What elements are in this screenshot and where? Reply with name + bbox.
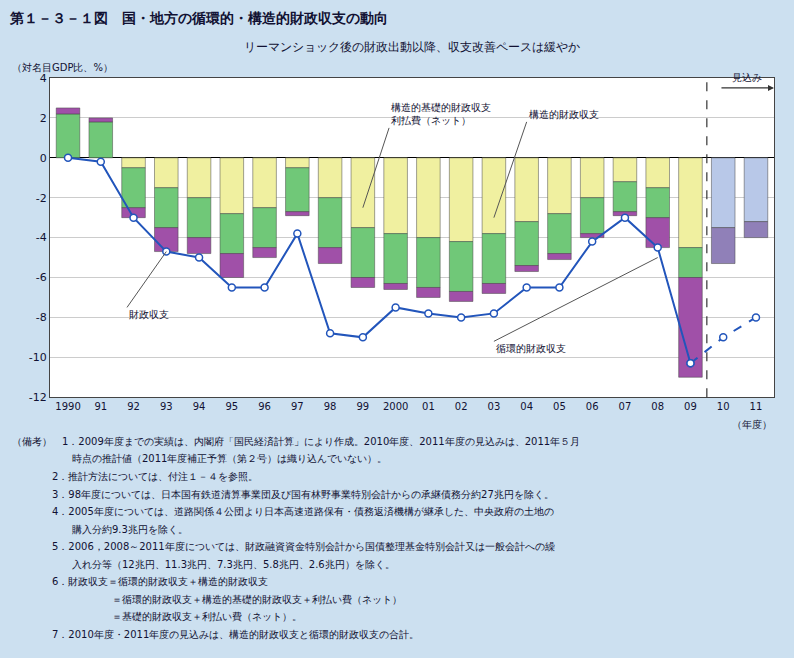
svg-text:03: 03 (488, 401, 501, 412)
svg-text:見込み: 見込み (732, 72, 762, 83)
svg-text:1990: 1990 (55, 401, 80, 412)
svg-text:財政収支: 財政収支 (129, 309, 169, 320)
svg-text:＝循環的財政収支＋構造的基礎的財政収支＋利払い費（ネット）: ＝循環的財政収支＋構造的基礎的財政収支＋利払い費（ネット） (12, 594, 402, 605)
svg-text:94: 94 (193, 401, 206, 412)
svg-text:04: 04 (520, 401, 533, 412)
svg-text:循環的財政収支: 循環的財政収支 (496, 343, 566, 354)
svg-text:-10: -10 (29, 351, 47, 364)
svg-text:4: 4 (40, 72, 47, 85)
svg-text:3．98年度については、日本国有鉄道清算事業団及び国有林野事: 3．98年度については、日本国有鉄道清算事業団及び国有林野事業特別会計からの承継… (12, 489, 554, 500)
svg-text:08: 08 (651, 401, 664, 412)
svg-text:05: 05 (553, 401, 566, 412)
svg-text:構造的基礎的財政収支利払費（ネット）: 構造的基礎的財政収支利払費（ネット） (391, 102, 491, 126)
svg-text:2．推計方法については、付注１－４を参照。: 2．推計方法については、付注１－４を参照。 (12, 471, 258, 482)
svg-text:4．2005年度については、道路関係４公団より日本高速道路保: 4．2005年度については、道路関係４公団より日本高速道路保有・債務返済機構が継… (12, 506, 554, 517)
svg-text:2: 2 (40, 112, 47, 125)
svg-text:（年度）: （年度） (732, 419, 772, 430)
svg-text:07: 07 (619, 401, 632, 412)
svg-text:-4: -4 (36, 231, 47, 244)
svg-text:リーマンショック後の財政出動以降、収支改善ペースは緩やか: リーマンショック後の財政出動以降、収支改善ペースは緩やか (244, 40, 580, 54)
svg-text:第１－３－１図 国・地方の循環的・構造的財政収支の動向: 第１－３－１図 国・地方の循環的・構造的財政収支の動向 (9, 10, 388, 26)
svg-text:91: 91 (94, 401, 107, 412)
svg-text:96: 96 (258, 401, 271, 412)
svg-text:-6: -6 (36, 271, 47, 284)
svg-text:93: 93 (160, 401, 173, 412)
svg-text:11: 11 (750, 401, 763, 412)
svg-text:（対名目GDP比、%）: （対名目GDP比、%） (12, 62, 113, 73)
svg-text:-12: -12 (29, 391, 47, 404)
svg-text:2000: 2000 (383, 401, 408, 412)
svg-text:97: 97 (291, 401, 304, 412)
svg-text:購入分約9.3兆円を除く。: 購入分約9.3兆円を除く。 (12, 524, 188, 535)
svg-text:99: 99 (356, 401, 369, 412)
svg-text:10: 10 (717, 401, 730, 412)
svg-text:入れ分等（12兆円、11.3兆円、7.3兆円、5.8兆円、2: 入れ分等（12兆円、11.3兆円、7.3兆円、5.8兆円、2.6兆円）を除く。 (12, 559, 395, 570)
svg-text:0: 0 (40, 152, 47, 165)
svg-text:01: 01 (422, 401, 435, 412)
svg-text:-8: -8 (36, 311, 47, 324)
svg-text:-2: -2 (36, 192, 47, 205)
svg-text:09: 09 (684, 401, 697, 412)
svg-text:98: 98 (324, 401, 337, 412)
svg-text:92: 92 (127, 401, 140, 412)
svg-text:6．財政収支＝循環的財政収支＋構造的財政収支: 6．財政収支＝循環的財政収支＋構造的財政収支 (12, 576, 268, 587)
svg-text:06: 06 (586, 401, 599, 412)
svg-text:時点の推計値（2011年度補正予算（第２号）は織り込んでいな: 時点の推計値（2011年度補正予算（第２号）は織り込んでいない）。 (12, 453, 387, 464)
svg-text:＝基礎的財政収支＋利払い費（ネット）。: ＝基礎的財政収支＋利払い費（ネット）。 (12, 611, 302, 622)
svg-text:95: 95 (225, 401, 238, 412)
svg-text:02: 02 (455, 401, 468, 412)
svg-text:5．2006，2008～2011年度については、財政融資資金: 5．2006，2008～2011年度については、財政融資資金特別会計から国債整理… (12, 541, 555, 552)
svg-text:構造的財政収支: 構造的財政収支 (529, 109, 599, 120)
svg-text:7．2010年度・2011年度の見込みは、構造的財政収支と循: 7．2010年度・2011年度の見込みは、構造的財政収支と循環的財政収支の合計。 (12, 629, 419, 640)
svg-text:（備考） 1．2009年度までの実績は、内閣府「国民経済計算: （備考） 1．2009年度までの実績は、内閣府「国民経済計算」により作成。201… (12, 436, 580, 447)
